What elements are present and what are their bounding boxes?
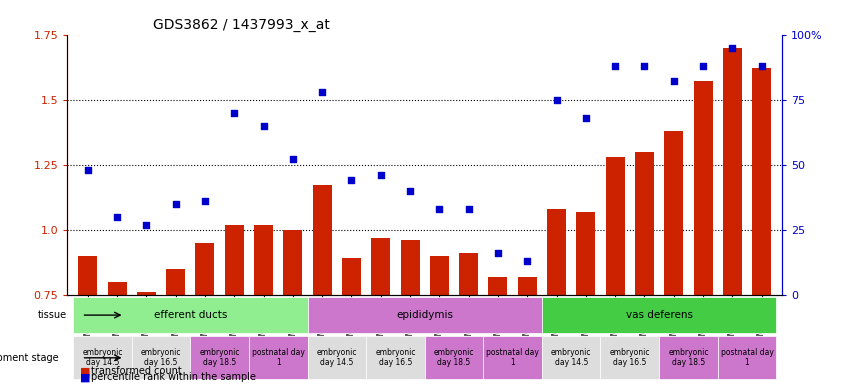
FancyBboxPatch shape: [366, 336, 425, 379]
Bar: [664, 131, 683, 384]
Text: ■: ■: [80, 366, 90, 376]
Point: [228, 109, 241, 116]
Point: [726, 45, 739, 51]
Point: [550, 96, 563, 103]
Point: [81, 167, 94, 173]
Bar: [547, 209, 566, 384]
Text: embryonic
day 18.5: embryonic day 18.5: [668, 348, 709, 367]
Text: postnatal day
1: postnatal day 1: [721, 348, 774, 367]
Text: embryonic
day 14.5: embryonic day 14.5: [551, 348, 591, 367]
Point: [755, 63, 769, 69]
Text: embryonic
day 18.5: embryonic day 18.5: [199, 348, 240, 367]
FancyBboxPatch shape: [425, 336, 484, 379]
Text: embryonic
day 14.5: embryonic day 14.5: [316, 348, 357, 367]
Bar: [489, 276, 507, 384]
Bar: [371, 238, 390, 384]
FancyBboxPatch shape: [600, 336, 659, 379]
Text: postnatal day
1: postnatal day 1: [486, 348, 539, 367]
Text: embryonic
day 16.5: embryonic day 16.5: [375, 348, 415, 367]
FancyBboxPatch shape: [717, 336, 776, 379]
Bar: [225, 225, 244, 384]
Bar: [283, 230, 303, 384]
Text: postnatal day
1: postnatal day 1: [251, 348, 304, 367]
Bar: [694, 81, 712, 384]
FancyBboxPatch shape: [132, 336, 190, 379]
Point: [198, 198, 212, 204]
Point: [637, 63, 651, 69]
Point: [404, 188, 417, 194]
Bar: [459, 253, 479, 384]
Text: embryonic
day 16.5: embryonic day 16.5: [140, 348, 182, 367]
FancyBboxPatch shape: [249, 336, 308, 379]
Text: tissue: tissue: [38, 310, 67, 320]
Point: [286, 156, 299, 162]
Bar: [752, 68, 771, 384]
Bar: [195, 243, 214, 384]
FancyBboxPatch shape: [659, 336, 717, 379]
Bar: [313, 185, 331, 384]
Text: efferent ducts: efferent ducts: [154, 310, 227, 320]
Text: percentile rank within the sample: percentile rank within the sample: [91, 372, 256, 382]
FancyBboxPatch shape: [73, 297, 308, 333]
Text: embryonic
day 16.5: embryonic day 16.5: [610, 348, 650, 367]
FancyBboxPatch shape: [542, 336, 600, 379]
Text: transformed count: transformed count: [91, 366, 182, 376]
Text: GDS3862 / 1437993_x_at: GDS3862 / 1437993_x_at: [153, 18, 330, 32]
Point: [579, 115, 593, 121]
Point: [491, 250, 505, 256]
Bar: [137, 292, 156, 384]
FancyBboxPatch shape: [542, 297, 776, 333]
Point: [432, 206, 446, 212]
Bar: [342, 258, 361, 384]
Text: ■: ■: [80, 372, 90, 382]
Point: [140, 222, 153, 228]
Bar: [722, 48, 742, 384]
Bar: [606, 157, 625, 384]
Point: [696, 63, 710, 69]
Bar: [576, 212, 595, 384]
Bar: [167, 269, 185, 384]
Point: [374, 172, 388, 178]
Point: [521, 258, 534, 264]
Text: development stage: development stage: [0, 353, 59, 363]
Point: [315, 89, 329, 95]
Point: [608, 63, 621, 69]
Point: [462, 206, 475, 212]
Point: [110, 214, 124, 220]
Bar: [430, 256, 449, 384]
Bar: [518, 276, 537, 384]
FancyBboxPatch shape: [308, 336, 366, 379]
FancyBboxPatch shape: [73, 336, 132, 379]
Text: epididymis: epididymis: [396, 310, 453, 320]
Point: [169, 200, 182, 207]
FancyBboxPatch shape: [308, 297, 542, 333]
Bar: [108, 282, 127, 384]
Point: [667, 78, 680, 84]
Bar: [635, 152, 654, 384]
Point: [257, 122, 270, 129]
Text: vas deferens: vas deferens: [626, 310, 693, 320]
Bar: [78, 256, 98, 384]
FancyBboxPatch shape: [484, 336, 542, 379]
Bar: [400, 240, 420, 384]
Text: embryonic
day 14.5: embryonic day 14.5: [82, 348, 123, 367]
FancyBboxPatch shape: [190, 336, 249, 379]
Point: [345, 177, 358, 183]
Text: embryonic
day 18.5: embryonic day 18.5: [434, 348, 474, 367]
Bar: [254, 225, 273, 384]
